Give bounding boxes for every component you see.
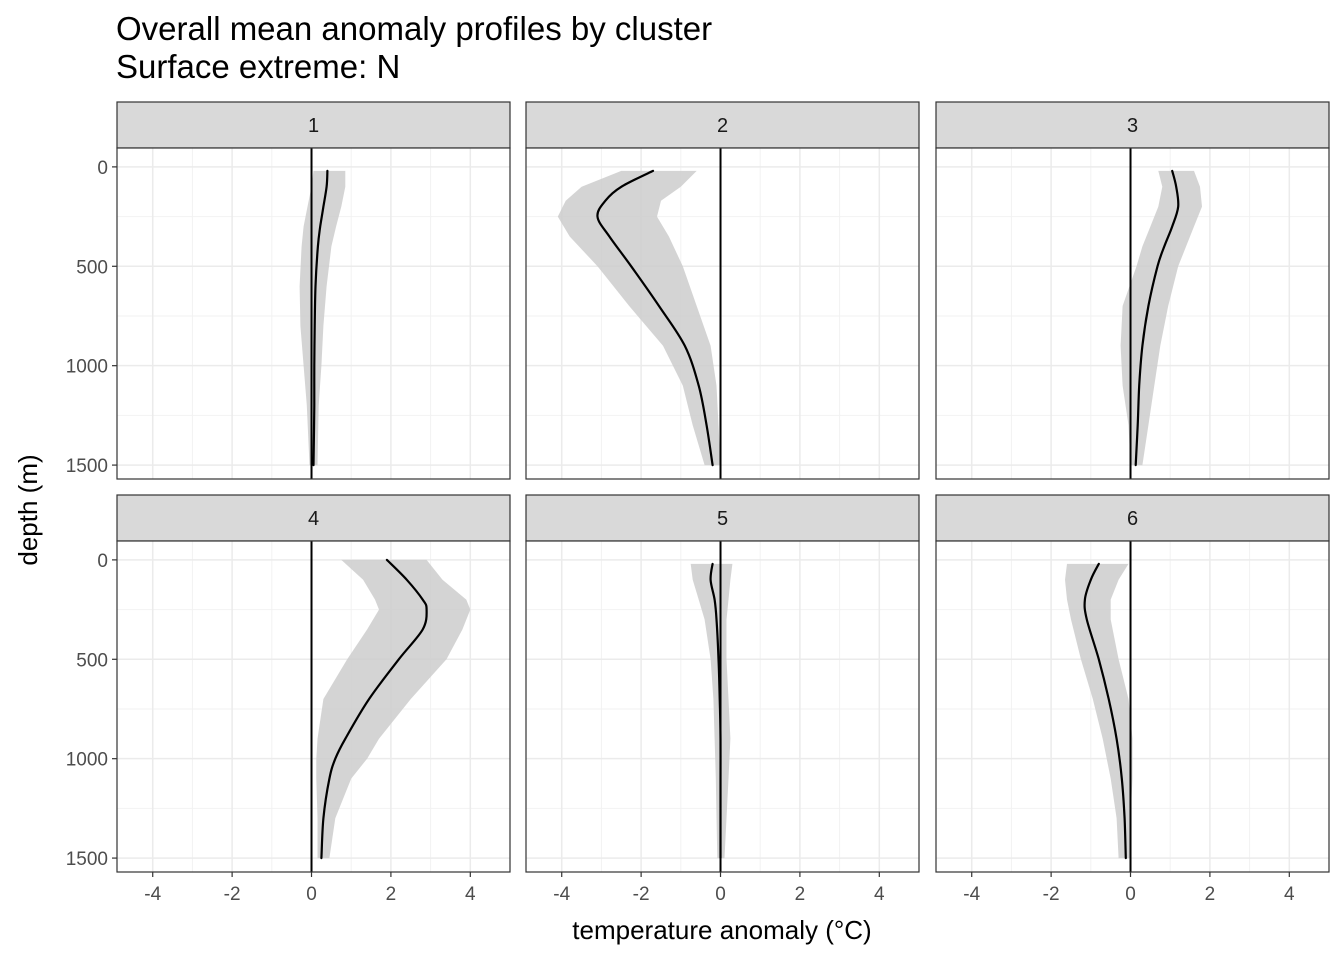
- mean-profile-line: [312, 169, 329, 467]
- y-axis-title: depth (m): [13, 454, 43, 565]
- y-tick-label: 0: [97, 158, 108, 179]
- facet-strip-label: 6: [1127, 508, 1138, 530]
- anomaly-ribbon: [1065, 563, 1133, 859]
- mean-profile-line: [596, 169, 714, 467]
- x-tick-label: 4: [874, 884, 885, 905]
- x-tick-label: -2: [224, 884, 241, 905]
- y-tick-label: 1500: [66, 456, 108, 477]
- mean-profile-line: [1083, 562, 1127, 860]
- facet-panel-6: 6 -4 -2 0 2 4: [935, 494, 1330, 905]
- anomaly-ribbon: [316, 559, 471, 859]
- facet-panel-3: 3: [935, 101, 1330, 480]
- x-tick-label: -4: [553, 884, 570, 905]
- y-tick-label: 500: [76, 257, 108, 278]
- x-tick-label: -2: [633, 884, 650, 905]
- panel-border: [935, 540, 1330, 873]
- panel-border: [935, 147, 1330, 480]
- x-tick-label: 0: [715, 884, 726, 905]
- anomaly-ribbon: [1120, 170, 1202, 466]
- x-tick-label: 0: [306, 884, 317, 905]
- facet-panel-5: 5 -4 -2 0 2 4: [525, 494, 920, 905]
- panel-border: [525, 540, 920, 873]
- facet-strip: [116, 494, 511, 542]
- mean-profile-line: [320, 558, 428, 860]
- facet-strip: [525, 101, 920, 149]
- facet-strip: [116, 101, 511, 149]
- y-tick-label: 1000: [66, 750, 108, 771]
- y-tick-label: 0: [97, 551, 108, 572]
- x-tick-label: -4: [144, 884, 161, 905]
- x-tick-label: 4: [1284, 884, 1295, 905]
- panel-background: [936, 541, 1329, 872]
- chart-subtitle: Surface extreme: N: [116, 48, 400, 85]
- facet-panel-2: 2: [525, 101, 920, 480]
- y-tick-label: 1500: [66, 849, 108, 870]
- panel-border: [116, 540, 511, 873]
- facet-panels: 1 0 500 1000 1500 2 3 4 0 500 1000 1500 -4 -2 0 2 4 5 -4 -2…: [66, 101, 1330, 905]
- y-tick-label: 1000: [66, 357, 108, 378]
- anomaly-ribbon: [557, 170, 721, 466]
- anomaly-ribbon: [690, 563, 733, 859]
- chart-title: Overall mean anomaly profiles by cluster: [116, 10, 712, 47]
- x-axis-title: temperature anomaly (°C): [572, 915, 871, 945]
- facet-strip: [935, 494, 1330, 542]
- facet-strip: [935, 101, 1330, 149]
- mean-profile-line: [1134, 169, 1180, 467]
- x-tick-label: 4: [465, 884, 476, 905]
- facet-strip-label: 2: [717, 115, 728, 137]
- facet-panel-4: 4 0 500 1000 1500 -4 -2 0 2 4: [66, 494, 511, 905]
- x-tick-label: 2: [795, 884, 806, 905]
- y-tick-label: 500: [76, 650, 108, 671]
- facet-strip-label: 1: [308, 115, 319, 137]
- facet-strip: [525, 494, 920, 542]
- facet-strip-label: 4: [308, 508, 319, 530]
- mean-profile-line: [709, 562, 722, 860]
- x-tick-label: 2: [1205, 884, 1216, 905]
- x-tick-label: 0: [1125, 884, 1136, 905]
- x-tick-label: 2: [386, 884, 397, 905]
- facet-panel-1: 1 0 500 1000 1500: [66, 101, 511, 480]
- x-tick-label: -4: [963, 884, 980, 905]
- x-tick-label: -2: [1043, 884, 1060, 905]
- panel-border: [525, 147, 920, 480]
- panel-border: [116, 147, 511, 480]
- facet-strip-label: 3: [1127, 115, 1138, 137]
- facet-strip-label: 5: [717, 508, 728, 530]
